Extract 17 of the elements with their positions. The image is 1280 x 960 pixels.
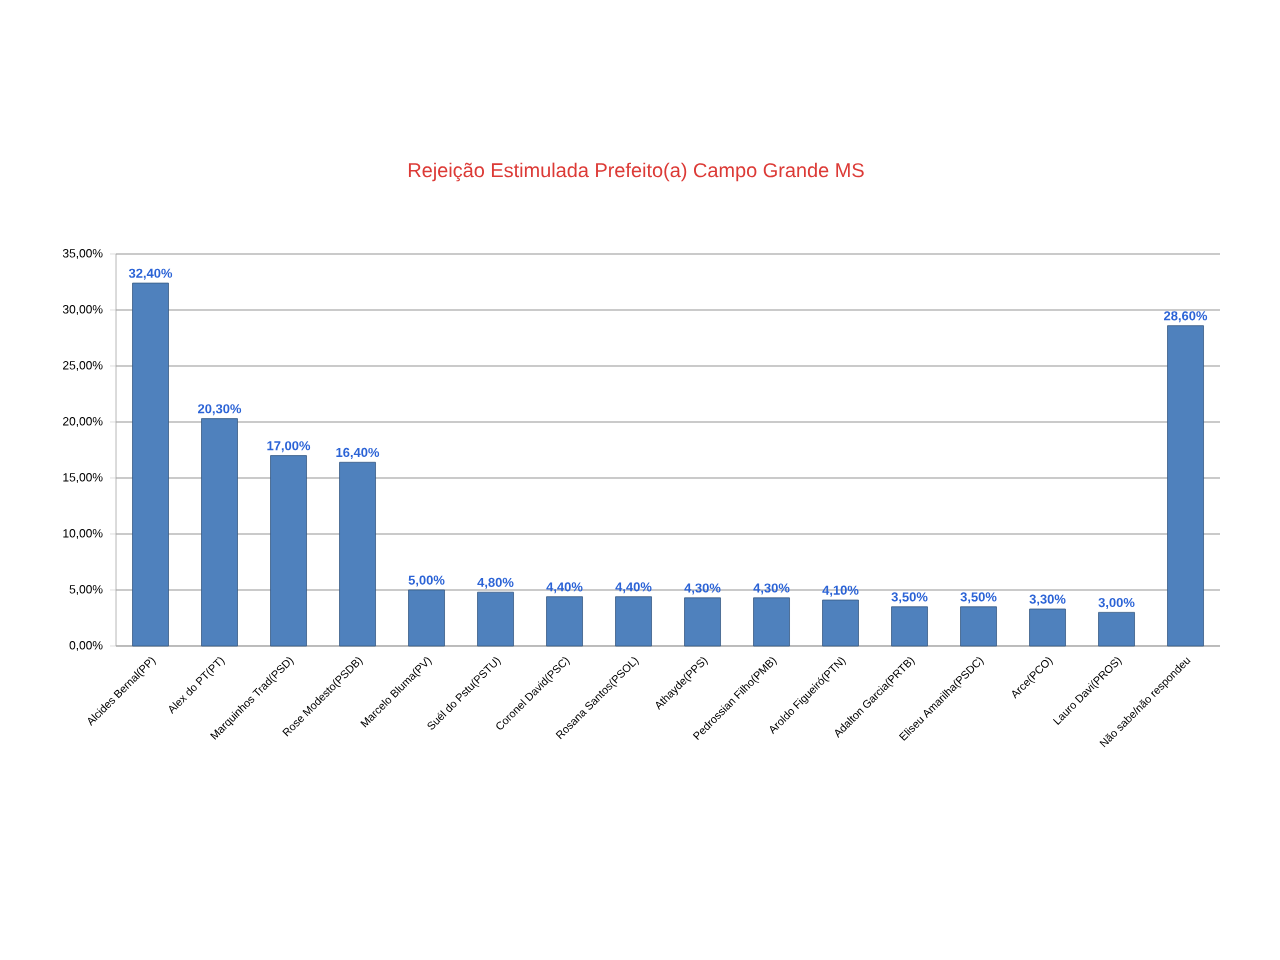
bar (201, 418, 238, 647)
bar (684, 597, 721, 647)
bar (615, 596, 652, 647)
bar (753, 597, 790, 647)
bar (270, 455, 307, 647)
bar (960, 606, 997, 647)
chart-title: Rejeição Estimulada Prefeito(a) Campo Grande MS (408, 162, 864, 182)
bar (132, 282, 169, 647)
bar (1098, 611, 1135, 647)
bar (477, 591, 514, 647)
bar (408, 589, 445, 647)
bar (822, 599, 859, 647)
bar (1029, 608, 1066, 647)
bar (339, 461, 376, 647)
bar (1167, 325, 1204, 647)
bar (546, 596, 583, 647)
bar (891, 606, 928, 647)
